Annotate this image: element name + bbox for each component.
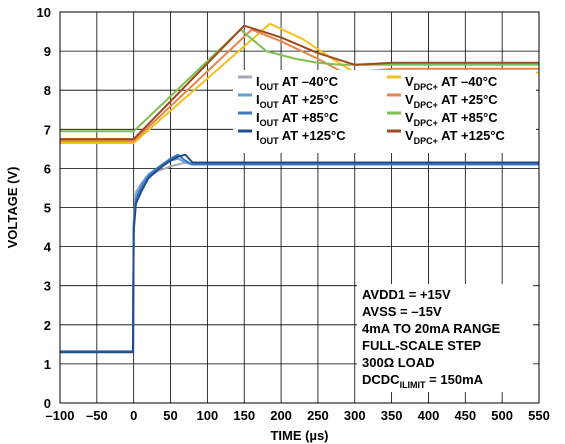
x-tick-label: 450 (454, 408, 476, 423)
conditions-annotation: AVDD1 = +15V AVSS = –15V 4mA TO 20mA RANGE… (362, 287, 501, 390)
y-tick-label: 9 (44, 44, 51, 59)
x-tick-label: 100 (197, 408, 219, 423)
x-axis-title: TIME (µs) (270, 428, 328, 443)
x-tick-label: 350 (381, 408, 403, 423)
legend-label: VDPC+ AT +25°C (405, 92, 498, 110)
y-tick-label: 3 (44, 279, 51, 294)
legend-label: IOUT AT –40°C (256, 74, 339, 92)
legend-label: VDPC+ AT –40°C (405, 74, 498, 92)
y-tick-label: 6 (44, 161, 51, 176)
series-line-6 (60, 28, 539, 133)
legend-label: VDPC+ AT +85°C (405, 110, 498, 128)
annotation-line: DCDCILIMIT = 150mA (362, 372, 484, 390)
x-tick-label: 300 (344, 408, 366, 423)
x-tick-label: –50 (86, 408, 108, 423)
y-tick-label: 1 (44, 357, 51, 372)
x-tick-label: 50 (163, 408, 177, 423)
x-tick-label: 550 (528, 408, 550, 423)
annotation-line: FULL-SCALE STEP (362, 338, 481, 353)
annotation-line: AVSS = –15V (362, 304, 442, 319)
tick-labels: –100 –50 0 50 100 150 200 250 300 350 400 450 500 550… (37, 5, 550, 423)
x-tick-label: 150 (233, 408, 255, 423)
series-group (60, 22, 539, 354)
y-tick-label: 4 (44, 240, 52, 255)
y-axis-title: VOLTAGE (V) (5, 167, 20, 249)
series-line-3 (60, 153, 539, 354)
y-tick-label: 0 (44, 396, 51, 411)
legend-label: VDPC+ AT +125°C (405, 128, 506, 146)
x-tick-label: 400 (418, 408, 440, 423)
y-tick-label: 5 (44, 201, 51, 216)
legend-label: IOUT AT +85°C (256, 110, 339, 128)
x-tick-label: 500 (491, 408, 513, 423)
x-tick-label: 200 (270, 408, 292, 423)
annotation-line: 4mA TO 20mA RANGE (362, 321, 501, 336)
annotation-line: AVDD1 = +15V (362, 287, 451, 302)
annotation-background (357, 284, 533, 392)
plot-frame (59, 11, 540, 404)
y-tick-label: 7 (44, 122, 51, 137)
legend-background (233, 70, 536, 153)
y-tick-label: 2 (44, 318, 51, 333)
x-tick-label: 250 (307, 408, 329, 423)
legend-label: IOUT AT +125°C (256, 128, 346, 146)
annotation-line: 300Ω LOAD (362, 355, 435, 370)
series-line-7 (60, 24, 539, 141)
y-tick-label: 8 (44, 83, 51, 98)
x-tick-label: 0 (130, 408, 137, 423)
y-tick-label: 10 (37, 5, 51, 20)
legend-label: IOUT AT +25°C (256, 92, 339, 110)
x-tick-label: –100 (46, 408, 75, 423)
